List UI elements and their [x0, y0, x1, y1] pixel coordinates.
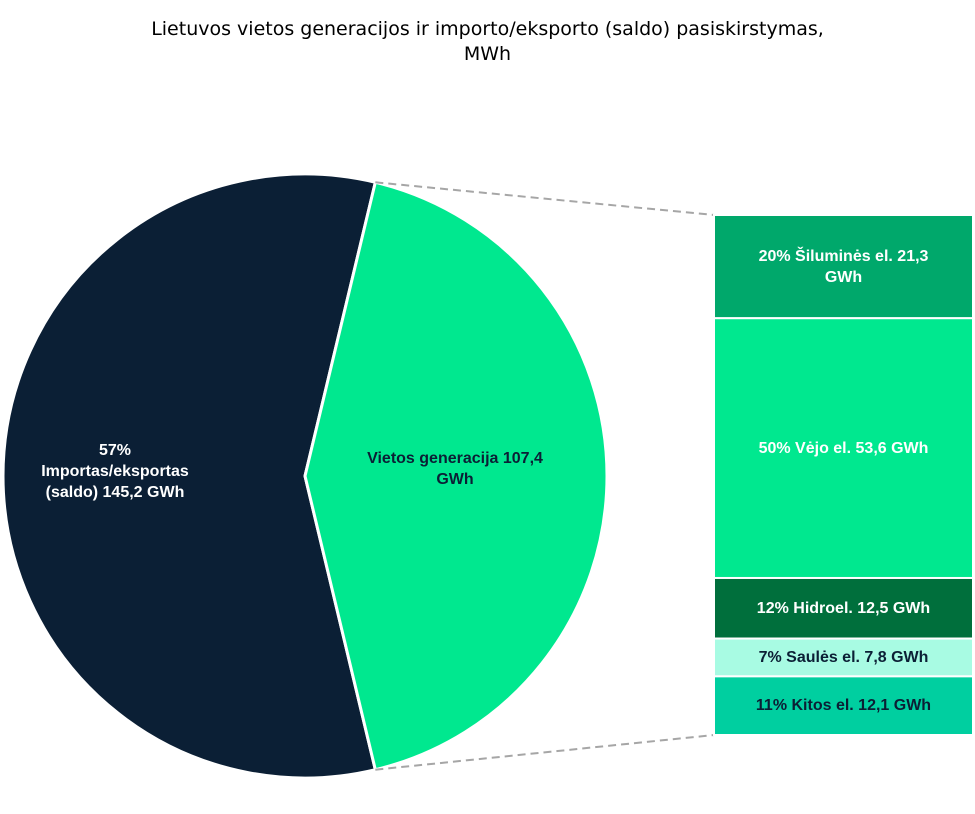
- slice-label-local-line2: GWh: [436, 471, 474, 488]
- breakdown-segment-thermal: [713, 214, 974, 320]
- slice-label-import-line1: 57%: [98, 442, 132, 459]
- breakdown-label-wind: 50% Vėjo el. 53,6 GWh: [714, 318, 973, 578]
- slice-label-local: Vietos generacija 107,4 GWh: [335, 448, 575, 490]
- slice-label-local-line1: Vietos generacija 107,4: [367, 450, 543, 467]
- breakdown-label-other-text: 11% Kitos el. 12,1 GWh: [755, 697, 932, 715]
- pie-slice-local: [303, 180, 609, 772]
- breakdown-label-hydro-text: 12% Hidroel. 12,5 GWh: [756, 599, 931, 617]
- connector-line-bottom: [375, 734, 715, 771]
- breakdown-label-wind-text: 50% Vėjo el. 53,6 GWh: [758, 439, 929, 457]
- breakdown-segment-other: [713, 675, 974, 736]
- slice-label-import-line2: Importas/eksportas: [41, 463, 189, 480]
- breakdown-label-hydro: 12% Hidroel. 12,5 GWh: [714, 578, 973, 639]
- breakdown-label-other: 11% Kitos el. 12,1 GWh: [714, 676, 973, 735]
- breakdown-label-solar: 7% Saulės el. 7,8 GWh: [714, 639, 973, 677]
- slice-label-import: 57% Importas/eksportas (saldo) 145,2 GWh: [15, 440, 215, 503]
- chart-title: Lietuvos vietos generacijos ir importo/e…: [0, 17, 975, 67]
- chart-title-line1: Lietuvos vietos generacijos ir importo/e…: [151, 18, 824, 40]
- breakdown-label-thermal-line1: 20% Šiluminės el. 21,3: [758, 247, 929, 265]
- pie-slice-import: [1, 172, 378, 780]
- chart-title-line2: MWh: [463, 43, 512, 65]
- slice-label-import-line3: (saldo) 145,2 GWh: [45, 484, 185, 501]
- breakdown-bar: [713, 214, 974, 736]
- breakdown-label-thermal-line2: GWh: [824, 268, 863, 286]
- breakdown-segment-wind: [713, 317, 974, 579]
- connector-line-top: [375, 181, 715, 216]
- breakdown-label-solar-text: 7% Saulės el. 7,8 GWh: [758, 648, 929, 666]
- breakdown-label-thermal: 20% Šiluminės el. 21,3 GWh: [714, 215, 973, 318]
- breakdown-segment-solar: [713, 637, 974, 678]
